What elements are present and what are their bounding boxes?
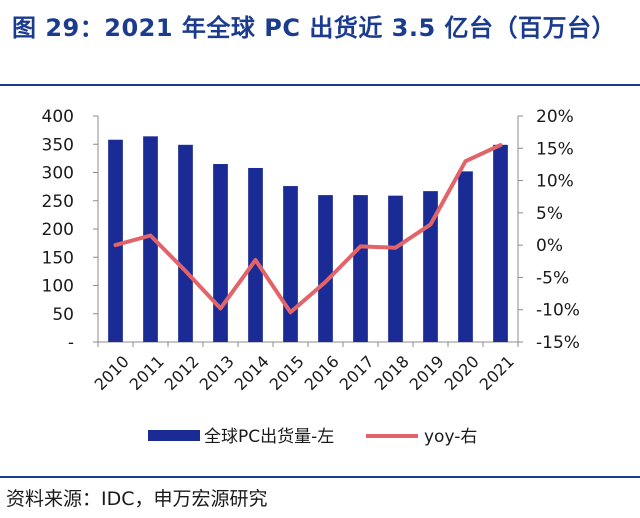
x-tick-label: 2021 [476, 352, 518, 394]
bottom-divider [0, 476, 640, 478]
y-left-tick-label: 50 [52, 305, 74, 325]
y-left-tick-label: 250 [42, 192, 74, 212]
x-tick-label: 2014 [231, 352, 273, 394]
x-tick-label: 2016 [301, 352, 343, 394]
legend-bar-label: 全球PC出货量-左 [204, 427, 334, 447]
x-tick-label: 2015 [266, 352, 308, 394]
x-tick-label: 2010 [91, 352, 133, 394]
source-note: 资料来源：IDC，申万宏源研究 [6, 488, 268, 510]
bar-2010 [108, 139, 123, 342]
x-tick-label: 2013 [196, 352, 238, 394]
bar-2016 [318, 195, 333, 342]
y-right-tick-label: -15% [536, 333, 580, 353]
x-tick-label: 2019 [406, 352, 448, 394]
y-right-tick-label: 0% [536, 236, 563, 256]
bar-2015 [283, 186, 298, 342]
y-right-tick-label: 5% [536, 204, 563, 224]
y-left-tick-label: 200 [42, 220, 74, 240]
bar-2011 [143, 136, 158, 342]
y-right-tick-label: 15% [536, 139, 574, 159]
bar-2014 [248, 167, 263, 342]
bar-2013 [213, 164, 228, 342]
y-right-tick-label: 20% [536, 107, 574, 127]
bar-2018 [388, 195, 403, 342]
y-left-tick-label: 100 [42, 277, 74, 297]
y-left-tick-label: 300 [42, 164, 74, 184]
top-divider [0, 84, 640, 86]
x-tick-label: 2018 [371, 352, 413, 394]
x-tick-label: 2020 [441, 352, 483, 394]
bar-2020 [458, 171, 473, 342]
legend-bar-swatch [148, 430, 200, 441]
x-tick-label: 2012 [161, 352, 203, 394]
y-right-tick-label: 10% [536, 172, 574, 192]
bar-2017 [353, 195, 368, 342]
yoy-line [113, 143, 503, 315]
y-right-tick-label: -5% [536, 268, 569, 288]
bar-2012 [178, 144, 193, 342]
y-right-tick-label: -10% [536, 301, 580, 321]
x-tick-label: 2011 [126, 352, 168, 394]
legend-line-label: yoy-右 [424, 427, 477, 447]
y-left-tick-label: - [68, 333, 74, 353]
chart-title: 图 29：2021 年全球 PC 出货近 3.5 亿台（百万台） [12, 14, 617, 42]
y-left-tick-label: 400 [42, 107, 74, 127]
x-tick-label: 2017 [336, 352, 378, 394]
y-left-tick-label: 350 [42, 135, 74, 155]
chart-area: 2010201120122013201420152016201720182019… [42, 107, 580, 447]
y-left-tick-label: 150 [42, 248, 74, 268]
bar-2021 [493, 144, 508, 342]
